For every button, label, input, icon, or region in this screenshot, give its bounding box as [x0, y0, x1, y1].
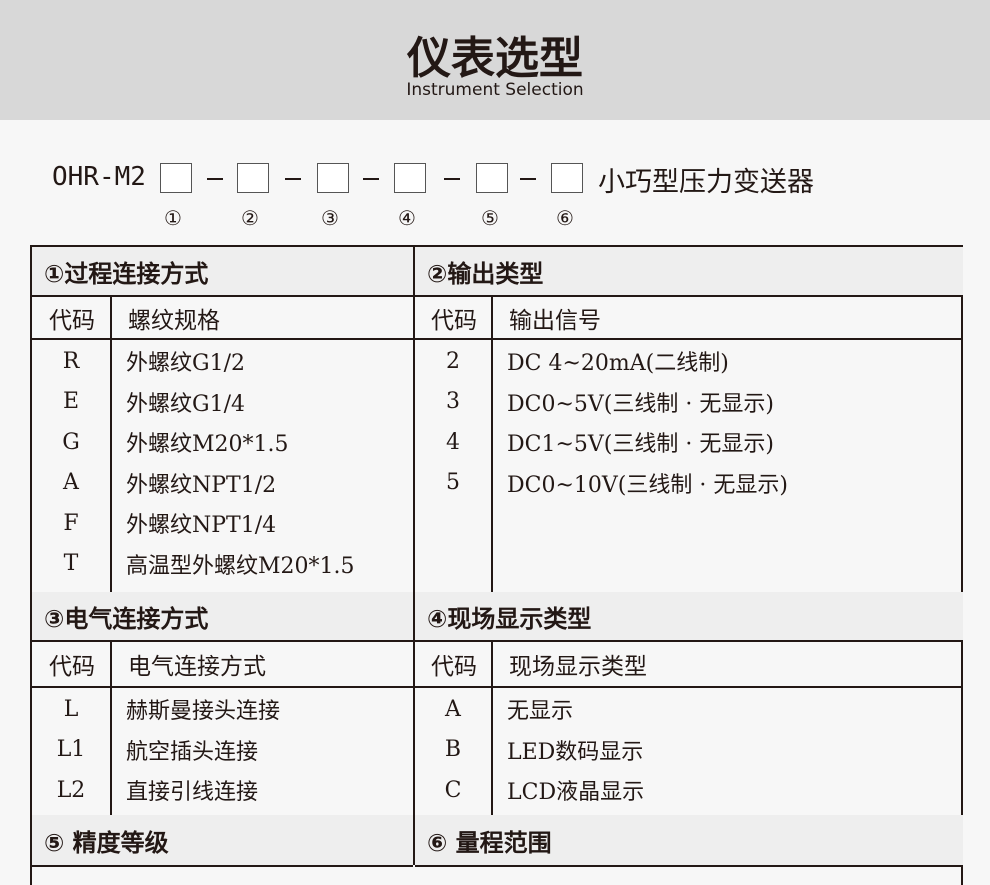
- option-box-1: [160, 163, 192, 193]
- description-column-header: 电气连接方式: [128, 654, 266, 680]
- option-code: C: [444, 777, 462, 803]
- option-description: 直接引线连接: [126, 780, 259, 805]
- dash-separator: [444, 178, 460, 180]
- option-code: L2: [56, 777, 86, 803]
- selection-table: [30, 245, 963, 885]
- dash-separator: [207, 178, 223, 180]
- position-marker: ⑥: [556, 206, 574, 230]
- column-divider: [110, 297, 112, 592]
- position-marker: ②: [241, 206, 259, 230]
- code-column-header: 代码: [49, 307, 95, 334]
- option-description: 外螺纹NPT1/4: [126, 513, 277, 538]
- dash-separator: [363, 178, 379, 180]
- page-subtitle: Instrument Selection: [406, 80, 584, 100]
- option-code: L1: [56, 737, 86, 762]
- option-description: LED数码显示: [507, 739, 644, 765]
- option-box-3: [317, 163, 349, 193]
- description-column-header: 输出信号: [509, 307, 601, 334]
- position-marker: ③: [321, 206, 339, 230]
- position-marker: ④: [398, 206, 416, 230]
- option-description: 外螺纹M20*1.5: [126, 432, 289, 457]
- option-description: 外螺纹G1/4: [126, 391, 245, 417]
- section-header: ①过程连接方式: [32, 247, 413, 297]
- column-divider: [491, 642, 493, 815]
- description-column-header: 现场显示类型: [509, 654, 647, 680]
- section-header: ⑥ 量程范围: [415, 815, 963, 867]
- option-code: 4: [446, 429, 460, 455]
- option-description: DC1~5V(三线制 · 无显示): [507, 432, 774, 457]
- option-box-2: [237, 163, 269, 193]
- column-divider: [110, 642, 112, 815]
- position-marker: ①: [164, 206, 182, 230]
- page-title: 仪表选型: [407, 33, 583, 84]
- option-box-4: [394, 163, 426, 193]
- model-suffix: 小巧型压力变送器: [598, 167, 814, 198]
- option-code: 3: [446, 389, 460, 414]
- position-marker: ⑤: [481, 206, 499, 230]
- description-column-header: 螺纹规格: [128, 307, 220, 334]
- header-band: [0, 0, 990, 120]
- option-description: 外螺纹G1/2: [126, 351, 245, 376]
- option-description: 赫斯曼接头连接: [126, 699, 281, 724]
- option-code: F: [63, 510, 79, 536]
- column-divider: [491, 297, 493, 592]
- section-header: ⑤ 精度等级: [32, 815, 413, 867]
- dash-separator: [520, 178, 536, 180]
- option-description: 高温型外螺纹M20*1.5: [126, 553, 355, 579]
- option-code: E: [62, 389, 80, 414]
- option-code: A: [63, 470, 79, 495]
- option-description: 无显示: [507, 699, 574, 724]
- code-column-header: 代码: [431, 307, 477, 334]
- center-divider: [413, 245, 415, 865]
- column-header-row: 代码 输出信号: [415, 297, 963, 340]
- option-code: A: [445, 696, 461, 722]
- option-description: DC 4~20mA(二线制): [507, 351, 729, 376]
- option-description: LCD液晶显示: [507, 780, 645, 805]
- section-header: ②输出类型: [415, 247, 963, 297]
- code-column-header: 代码: [431, 654, 477, 680]
- section-header: ③电气连接方式: [32, 592, 413, 642]
- section-header: ④现场显示类型: [415, 592, 963, 642]
- option-code: 2: [446, 348, 460, 374]
- option-description: 航空插头连接: [126, 739, 259, 765]
- option-code: B: [444, 737, 462, 762]
- option-description: 外螺纹NPT1/2: [126, 472, 277, 498]
- option-description: DC0~10V(三线制 · 无显示): [507, 472, 788, 498]
- option-description: DC0~5V(三线制 · 无显示): [507, 391, 774, 417]
- column-header-row: 代码 螺纹规格: [32, 297, 413, 340]
- option-box-6: [551, 163, 583, 193]
- option-code: L: [63, 696, 79, 722]
- option-box-5: [476, 163, 508, 193]
- column-header-row: 代码 电气连接方式: [32, 642, 413, 688]
- option-code: 5: [446, 470, 460, 495]
- option-code: R: [62, 348, 80, 374]
- option-code: T: [63, 551, 79, 576]
- option-code: G: [62, 429, 80, 455]
- column-header-row: 代码 现场显示类型: [415, 642, 963, 688]
- model-prefix: OHR-M2: [52, 162, 146, 192]
- dash-separator: [285, 178, 301, 180]
- code-column-header: 代码: [49, 654, 95, 680]
